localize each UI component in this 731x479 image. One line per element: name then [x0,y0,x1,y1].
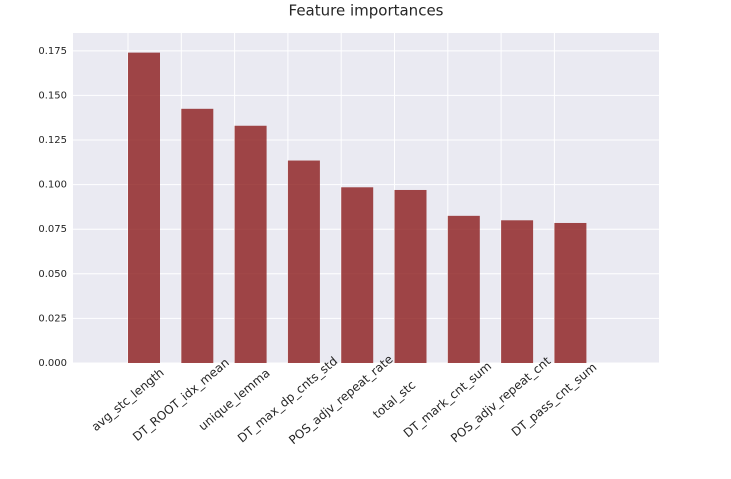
bar [128,52,160,364]
bar [394,189,427,363]
x-tick-label: POS_adjv_repeat_rate [286,352,396,447]
y-tick-label: 0.025 [38,313,67,324]
y-tick-label: 0.150 [38,90,67,101]
bar [341,187,374,363]
x-tick-label: DT_max_dp_cnts_std [235,354,340,446]
bar [234,125,267,363]
y-tick-label: 0.175 [38,46,67,57]
bar [181,108,214,363]
bar [447,215,480,363]
y-tick-label: 0.075 [38,224,67,235]
bar [554,222,587,363]
y-tick-label: 0.000 [38,358,67,369]
y-tick-label: 0.125 [38,135,67,146]
y-tick-label: 0.100 [38,180,67,191]
bar [287,160,320,363]
x-tick-label: POS_adjv_repeat_cnt [448,354,554,446]
x-tick-label: DT_mark_cnt_sum [401,359,494,440]
chart-title: Feature importances [289,2,444,20]
bar [501,220,534,363]
x-tick-label: total_stc [370,378,418,422]
x-tick-label: DT_ROOT_idx_mean [130,355,232,444]
y-tick-label: 0.050 [38,269,67,280]
